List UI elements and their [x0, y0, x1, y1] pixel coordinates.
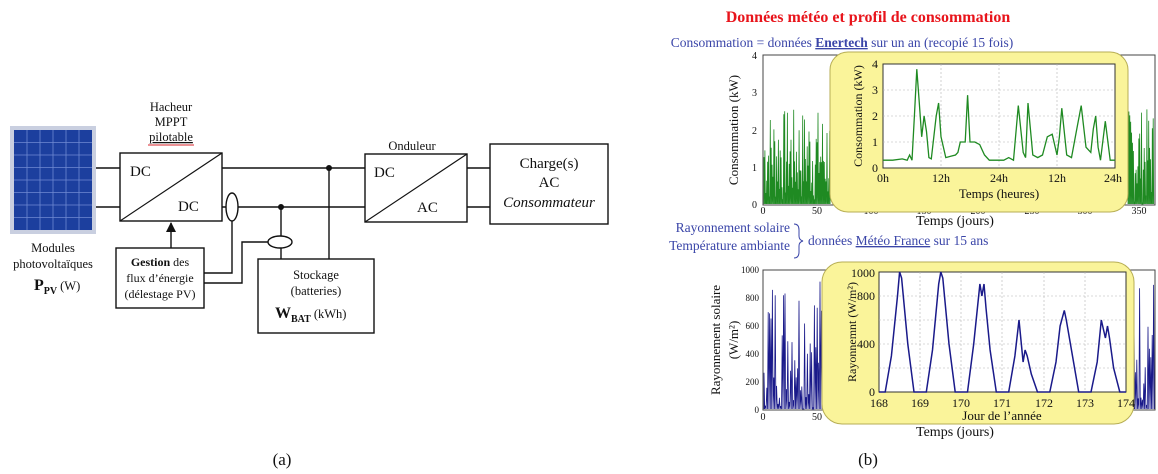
radiation-year-xtick-0: 0	[761, 412, 766, 423]
pv-module	[10, 126, 96, 234]
radiation-year-series	[763, 281, 1155, 411]
conso-year-series	[763, 109, 1155, 206]
load-box	[489, 143, 609, 225]
conso-day-ytick-2: 2	[872, 109, 878, 123]
onduleur-label: Onduleur	[388, 139, 436, 153]
conso-day-xtick-3: 12h	[1048, 171, 1066, 185]
radiation-year-xlabel: Temps (jours)	[916, 425, 994, 440]
load-label-line2: AC	[539, 175, 560, 191]
gestion-label-line3: (délestage PV)	[125, 287, 196, 301]
caption-b: (b)	[858, 450, 878, 469]
conso-day-xtick-4: 24h	[1104, 171, 1122, 185]
dcdc-in-label: DC	[130, 164, 151, 180]
conso-day-xtick-1: 12h	[932, 171, 950, 185]
conso-year-xtick-350: 350	[1132, 206, 1147, 217]
radiation-day-xtick-170: 170	[952, 396, 970, 410]
gestion-box	[115, 247, 205, 309]
radiation-year-ytick-200: 200	[746, 377, 760, 387]
radiation-year-ytick-0: 0	[755, 405, 760, 415]
panel-b-plots: Données météo et profil de consommation …	[669, 9, 1156, 469]
conso-year-ytick-0: 0	[752, 200, 757, 211]
conso-year-xtick-0: 0	[761, 206, 766, 217]
radiation-year-ytick-800: 800	[746, 293, 760, 303]
radiation-day-ytick-400: 400	[857, 337, 875, 351]
conso-day-inset: 0 1 2 3 4 0h 12h 24h 12h 24h Consommatio…	[829, 51, 1129, 213]
radiation-day-xtick-171: 171	[993, 396, 1011, 410]
conso-year-xlabel: Temps (jours)	[916, 214, 994, 229]
conso-year-ytick-2: 2	[752, 126, 757, 137]
storage-label-line1: Stockage	[293, 268, 339, 282]
meteo-item-temperature: Température ambiante	[669, 238, 790, 253]
control-arrow	[166, 222, 176, 232]
conso-year-ytick-4: 4	[752, 51, 757, 62]
radiation-day-xtick-172: 172	[1035, 396, 1053, 410]
radiation-day-xtick-169: 169	[911, 396, 929, 410]
mppt-label-line1: Hacheur	[150, 100, 193, 114]
radiation-day-xtick-168: 168	[870, 396, 888, 410]
conso-day-series	[883, 69, 1115, 162]
storage-label-line2: (batteries)	[291, 284, 342, 298]
conso-year-ytick-1: 1	[752, 163, 757, 174]
radiation-year-ytick-1000: 1000	[741, 265, 760, 275]
conso-day-ytick-0: 0	[872, 161, 878, 175]
dcdc-out-label: DC	[178, 199, 199, 215]
radiation-day-series	[879, 271, 1126, 393]
radiation-day-xtick-174: 174	[1117, 396, 1135, 410]
storage-box	[257, 258, 375, 334]
inverter-in-label: DC	[374, 165, 395, 181]
caption-a: (a)	[273, 450, 292, 469]
conso-source-line: Consommation = données Enertech sur un a…	[671, 35, 1013, 50]
current-sensor-2	[267, 235, 293, 249]
current-sensor-1	[225, 192, 239, 222]
radiation-day-ytick-1000: 1000	[851, 266, 875, 280]
radiation-day-ytick-800: 800	[857, 289, 875, 303]
conso-year-ytick-3: 3	[752, 88, 757, 99]
radiation-year-ytick-400: 400	[746, 349, 760, 359]
gestion-label-line1: Gestion des	[131, 255, 190, 269]
conso-day-xlabel: Temps (heures)	[959, 186, 1039, 201]
load-label-line3: Consommateur	[503, 195, 595, 211]
inverter-out-label: AC	[417, 200, 438, 216]
pv-power-label: PPV (W)	[34, 277, 80, 297]
radiation-year-ylabel-unit: (W/m²)	[726, 321, 741, 360]
radiation-year-ytick-600: 600	[746, 321, 760, 331]
conso-year-xtick-50: 50	[812, 206, 822, 217]
meteo-brace	[793, 223, 804, 259]
radiation-day-xtick-173: 173	[1076, 396, 1094, 410]
radiation-year-xtick-50: 50	[812, 412, 822, 423]
pv-label-line1: Modules	[31, 241, 75, 255]
pv-label-line2: photovoltaïques	[13, 257, 93, 271]
panel-a-diagram: Modules photovoltaïques PPV (W) Hacheur M…	[10, 100, 609, 469]
conso-day-xtick-2: 24h	[990, 171, 1008, 185]
conso-day-xtick-0: 0h	[877, 171, 889, 185]
conso-day-ylabel: Consommation (kW)	[851, 65, 865, 167]
load-label-line1: Charge(s)	[520, 156, 579, 172]
mppt-label-line2: MPPT	[155, 115, 188, 129]
meteo-source-line: données Météo France sur 15 ans	[808, 233, 988, 248]
radiation-day-xlabel: Jour de l’année	[962, 408, 1042, 423]
radiation-year-ylabel: Rayonnement solaire	[708, 285, 723, 395]
gestion-label-line2: flux d’énergie	[126, 271, 193, 285]
meteo-item-radiation: Rayonnement solaire	[676, 220, 790, 235]
conso-day-ytick-3: 3	[872, 83, 878, 97]
radiation-day-inset: 0 400 800 1000 168 169 170 171 172 173 1…	[821, 261, 1135, 425]
radiation-day-ytick-0: 0	[869, 385, 875, 399]
conso-day-ytick-4: 4	[872, 57, 878, 71]
mppt-label-line3: pilotable	[149, 130, 193, 144]
radiation-day-ylabel: Rayonnemnt (W/m²)	[845, 282, 859, 382]
storage-energy-label: WBAT (kWh)	[275, 305, 346, 325]
conso-year-ylabel: Consommation (kW)	[726, 75, 741, 185]
conso-day-ytick-1: 1	[872, 135, 878, 149]
panel-b-title: Données météo et profil de consommation	[726, 9, 1011, 26]
